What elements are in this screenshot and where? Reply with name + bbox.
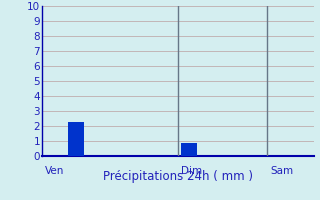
Text: Ven: Ven	[45, 166, 64, 177]
Bar	[181, 143, 197, 156]
Bar	[68, 121, 84, 156]
Text: Sam: Sam	[271, 166, 294, 177]
Text: Dim: Dim	[181, 166, 202, 177]
X-axis label: Précipitations 24h ( mm ): Précipitations 24h ( mm )	[103, 170, 252, 183]
